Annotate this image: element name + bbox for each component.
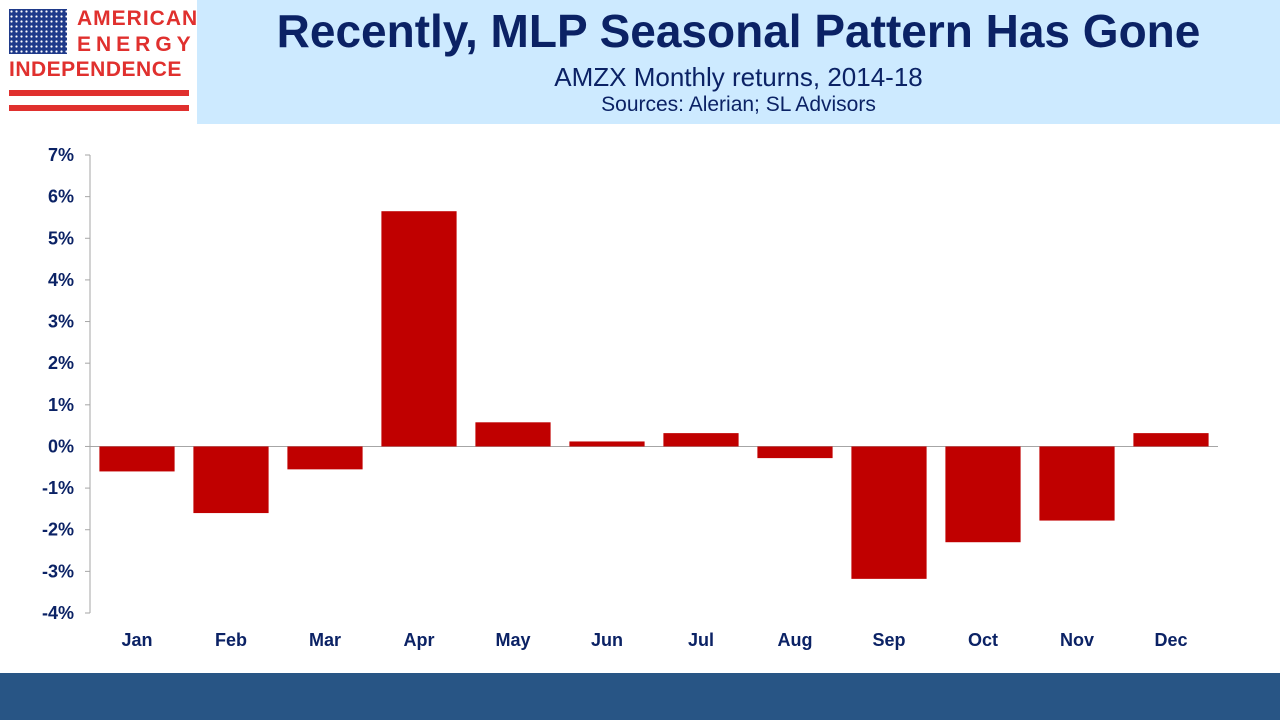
x-tick-label: Apr <box>404 630 435 650</box>
source-note: Sources: Alerian; SL Advisors <box>601 93 876 116</box>
y-tick-label: 1% <box>48 395 74 415</box>
bar-oct <box>945 446 1021 543</box>
logo-text-line-1: AMERICAN <box>77 7 199 30</box>
logo-text-line-3: INDEPENDENCE <box>9 58 182 81</box>
slide-subtitle: AMZX Monthly returns, 2014-18 <box>554 62 923 92</box>
bar-apr <box>381 211 457 447</box>
bar-feb <box>193 446 269 514</box>
logo-text-line-2: ENERGY <box>77 33 196 56</box>
y-tick-label: -3% <box>42 561 74 581</box>
y-tick-label: 2% <box>48 353 74 373</box>
x-tick-label: Aug <box>778 630 813 650</box>
bar-jun <box>569 441 645 447</box>
bar-jul <box>663 433 739 447</box>
x-tick-label: Nov <box>1060 630 1094 650</box>
x-tick-label: May <box>495 630 530 650</box>
slide-title: Recently, MLP Seasonal Pattern Has Gone <box>276 5 1201 57</box>
bar-mar <box>287 446 363 470</box>
logo: AMERICAN ENERGY INDEPENDENCE <box>0 0 197 124</box>
y-tick-label: 3% <box>48 312 74 332</box>
y-tick-label: 6% <box>48 187 74 207</box>
x-tick-label: Jul <box>688 630 714 650</box>
x-tick-label: Sep <box>872 630 905 650</box>
bar-dec <box>1133 433 1209 447</box>
y-tick-label: 7% <box>48 145 74 165</box>
bars <box>99 211 1209 579</box>
bar-nov <box>1039 446 1115 521</box>
flag-icon <box>9 9 67 54</box>
y-tick-label: 5% <box>48 228 74 248</box>
logo-stripe <box>9 90 189 96</box>
bar-sep <box>851 446 927 579</box>
x-tick-label: Feb <box>215 630 247 650</box>
bar-may <box>475 422 551 447</box>
bar-chart: 7% 6% 5% 4% 3% 2% 1% 0% -1% -2% -3% -4% Jan Feb Mar Ap… <box>42 145 1218 650</box>
x-tick-label: Jan <box>121 630 152 650</box>
logo-stripe <box>9 105 189 111</box>
x-axis-labels: Jan Feb Mar Apr May Jun Jul Aug Sep Oct Nov Dec <box>121 630 1187 650</box>
bar-jan <box>99 446 175 472</box>
y-tick-label: 0% <box>48 436 74 456</box>
y-axis: 7% 6% 5% 4% 3% 2% 1% 0% -1% -2% -3% -4% <box>42 145 1218 623</box>
footer-band <box>0 673 1280 720</box>
header-band <box>197 0 1280 124</box>
x-tick-label: Mar <box>309 630 341 650</box>
x-tick-label: Jun <box>591 630 623 650</box>
x-tick-label: Oct <box>968 630 998 650</box>
y-tick-label: 4% <box>48 270 74 290</box>
x-tick-label: Dec <box>1154 630 1187 650</box>
bar-aug <box>757 446 833 459</box>
y-tick-label: -1% <box>42 478 74 498</box>
y-tick-label: -4% <box>42 603 74 623</box>
y-tick-label: -2% <box>42 520 74 540</box>
